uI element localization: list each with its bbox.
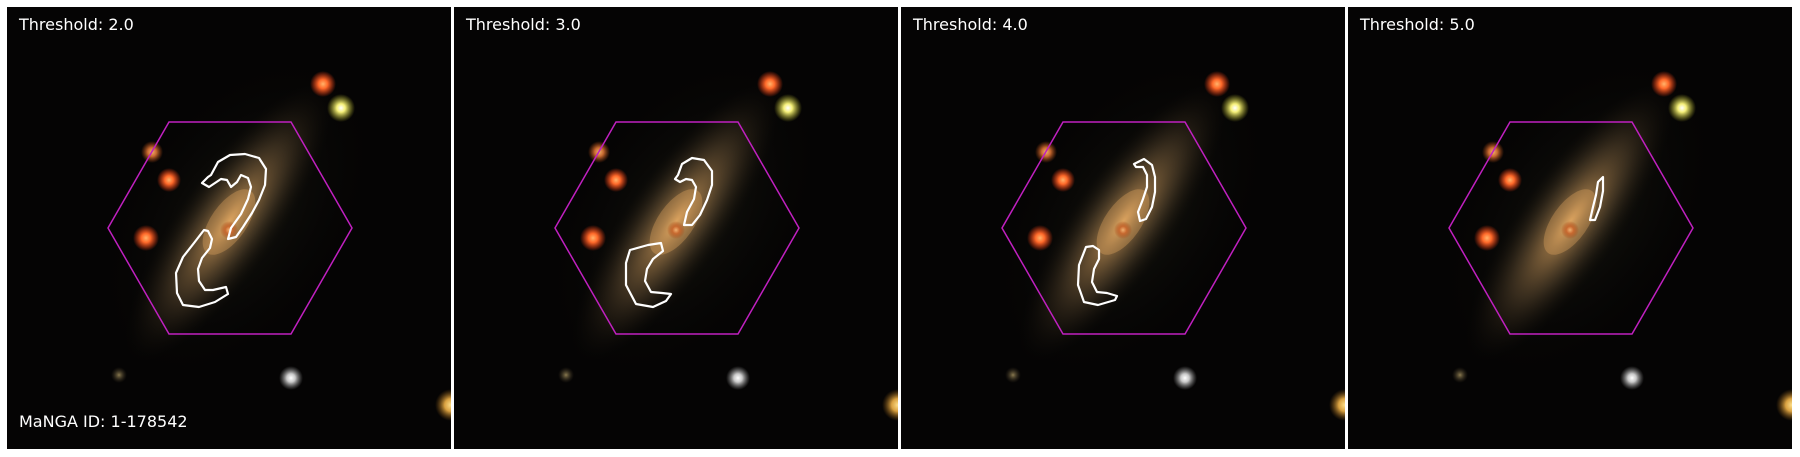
contour-lower [1076,244,1119,307]
galaxy-image-4 [1364,7,1792,449]
panel-title: Threshold: 3.0 [466,15,581,34]
contour-lower [174,228,230,309]
ifu-hexagon [1001,121,1247,335]
galaxy-image-3 [917,7,1345,449]
panel-title: Threshold: 5.0 [1360,15,1475,34]
threshold-panel-4: Threshold: 5.0 [1348,7,1792,449]
panel-title: Threshold: 2.0 [19,15,134,34]
ifu-hexagon [554,121,800,335]
contour-upper [200,152,268,241]
panel-title: Threshold: 4.0 [913,15,1028,34]
galaxy-image-1 [23,7,451,449]
contour-upper [673,156,714,227]
contour-upper [1132,157,1157,223]
contour-lower [624,241,673,309]
ifu-hexagon [107,121,353,335]
manga-id-label: MaNGA ID: 1-178542 [19,412,188,431]
galaxy-image-2 [470,7,898,449]
contour-core [1588,175,1605,222]
threshold-panel-2: Threshold: 3.0 [454,7,898,449]
threshold-panel-3: Threshold: 4.0 [901,7,1345,449]
threshold-panel-1: Threshold: 2.0 MaNGA ID: 1-178542 [7,7,451,449]
ifu-hexagon [1448,121,1694,335]
